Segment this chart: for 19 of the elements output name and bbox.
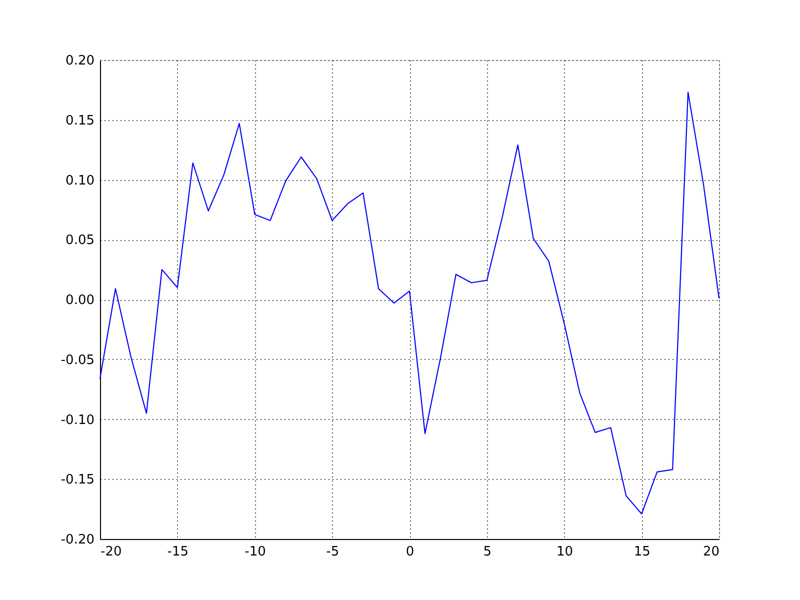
x-tick-label: 20 [702,544,720,560]
y-tick-label: 0.05 [66,233,94,248]
x-tick-label: 10 [556,544,574,560]
x-tick-label: 0 [406,544,414,560]
y-tick-label: 0.15 [66,113,94,128]
y-tick-label: -0.05 [60,352,94,368]
x-tick-label: -15 [167,544,188,560]
line-series [99,92,720,514]
x-tick-label: -20 [100,544,122,560]
y-tick-label: 0.10 [66,173,94,188]
x-tick-label: 15 [634,544,650,560]
x-tick-label: -5 [326,544,340,560]
y-tick-label: -0.10 [60,412,94,428]
x-tick-label: -10 [244,544,266,560]
y-tick-label: 0.00 [66,293,94,308]
y-tick-label: -0.15 [60,472,94,488]
x-tick-label: 5 [483,544,492,560]
y-tick-label: 0.20 [66,54,94,68]
y-tick-label: -0.20 [60,532,94,548]
